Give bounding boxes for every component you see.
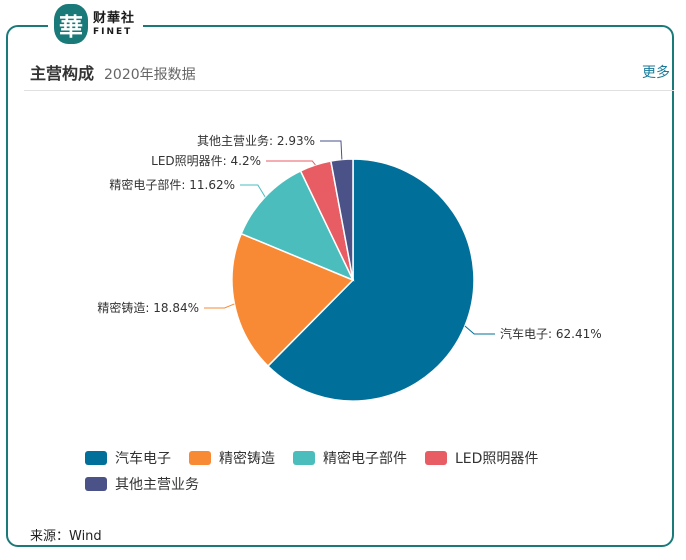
leader-line: [320, 140, 343, 160]
logo-en: FINET: [93, 26, 133, 37]
finet-logo: 華 财華社 FINET: [48, 2, 144, 46]
slice-label: 其他主营业务: 2.93%: [197, 133, 315, 148]
legend-label: 其他主营业务: [115, 477, 199, 493]
page-title: 主营构成: [30, 64, 95, 83]
legend-swatch: [85, 451, 107, 465]
logo-mark: 華: [54, 4, 88, 44]
slice-label: LED照明器件: 4.2%: [151, 154, 261, 168]
legend-label: 精密电子部件: [323, 451, 407, 467]
legend-item[interactable]: 精密铸造: [189, 445, 275, 471]
legend-swatch: [425, 451, 447, 465]
legend-item[interactable]: 汽车电子: [85, 445, 171, 471]
slice-label: 汽车电子: 62.41%: [500, 326, 602, 341]
leader-line: [266, 160, 316, 166]
more-link[interactable]: 更多: [642, 65, 670, 81]
legend-item[interactable]: 精密电子部件: [293, 445, 407, 471]
leader-line: [204, 303, 235, 309]
slice-label: 精密电子部件: 11.62%: [109, 177, 235, 192]
legend-swatch: [85, 477, 107, 491]
logo-cn: 财華社: [93, 10, 136, 26]
legend-swatch: [293, 451, 315, 465]
legend-label: 汽车电子: [115, 451, 171, 467]
pie-slice[interactable]: [231, 232, 355, 368]
legend-item[interactable]: LED照明器件: [425, 445, 538, 471]
leader-line: [240, 184, 266, 198]
chart-legend: 汽车电子 精密铸造 精密电子部件 LED照明器件其他主营业务: [85, 445, 645, 497]
pie-chart: 汽车电子: 62.41% 精密铸造: 18.84% 精密电子部件: 11.62% LE…: [97, 133, 602, 402]
pie-slice[interactable]: [329, 158, 354, 281]
legend-label: LED照明器件: [455, 451, 539, 467]
legend-item[interactable]: 其他主营业务: [85, 471, 199, 497]
leader-line: [464, 325, 495, 335]
legend-swatch: [189, 451, 211, 465]
slice-label: 精密铸造: 18.84%: [97, 300, 199, 315]
header: 主营构成 2020年报数据: [30, 60, 196, 86]
legend-label: 精密铸造: [219, 451, 275, 467]
header-divider: [24, 90, 674, 91]
logo-text: 财華社 FINET: [93, 12, 135, 37]
card-frame: [6, 25, 674, 547]
page-subtitle: 2020年报数据: [104, 67, 196, 83]
source-note: 来源：Wind: [30, 529, 102, 544]
